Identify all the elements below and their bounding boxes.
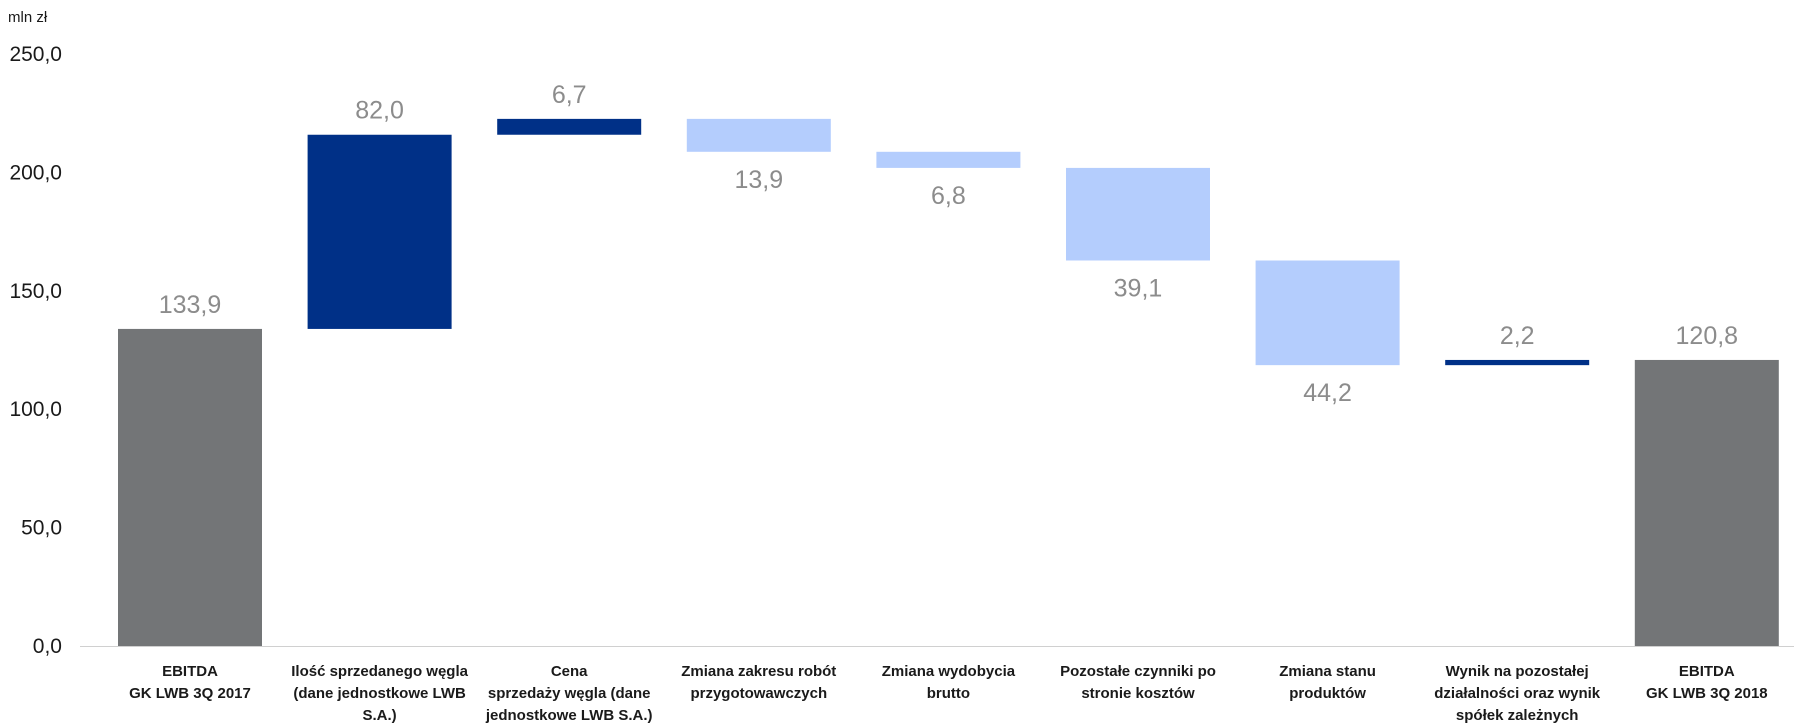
category-label-line: Pozostałe czynniki po [1060,663,1216,680]
category-label-line: produktów [1289,685,1366,702]
category-label-line: sprzedaży węgla (dane [488,685,651,702]
category-label: Pozostałe czynniki po stronie kosztów [1060,663,1216,702]
category-label: EBITDA GK LWB 3Q 2018 [1646,663,1768,702]
category-label: Zmiana stanu produktów [1279,663,1376,702]
y-tick-label: 200,0 [9,161,62,184]
category-label: Zmiana wydobycia brutto [882,663,1016,702]
category-label: Cena sprzedaży węgla (dane jednostkowe LWB… [485,663,653,724]
category-label: Zmiana zakresu robót przygotowawczych [681,663,836,702]
bar-value-label: 13,9 [734,166,783,194]
y-tick-label: 0,0 [33,635,62,658]
y-tick-label: 150,0 [9,280,62,303]
bar-increase [307,134,452,329]
category-label-line: Wynik na pozostałej [1446,663,1589,680]
bar-value-label: 120,8 [1676,322,1739,350]
category-label-line: Cena [551,663,588,680]
bar-increase [497,118,642,135]
category-label: EBITDA GK LWB 3Q 2017 [129,663,251,702]
y-tick-label: 100,0 [9,398,62,421]
category-label-line: S.A.) [363,707,397,724]
y-tick-label: 250,0 [9,43,62,66]
bar-decrease [1255,260,1400,366]
category-label-line: Zmiana stanu [1279,663,1376,680]
category-label-line: spółek zależnych [1456,707,1579,724]
bar-total [1634,359,1779,646]
bar-decrease [686,118,831,152]
bar-decrease [1066,167,1210,261]
bar-value-label: 39,1 [1114,274,1163,302]
category-label-line: EBITDA [1679,663,1735,680]
bar-value-label: 44,2 [1303,379,1352,407]
y-tick-label: 50,0 [21,517,62,540]
bar-increase [1445,359,1590,366]
category-label-line: jednostkowe LWB S.A.) [485,707,653,724]
x-axis: EBITDA GK LWB 3Q 2017 Ilość sprzedanego wę… [80,646,1794,724]
category-label-line: brutto [927,685,970,702]
category-label-line: GK LWB 3Q 2017 [129,685,251,702]
category-label: Wynik na pozostałej działalności oraz wyn… [1434,663,1601,724]
y-axis: 0,0 50,0 100,0 150,0 200,0 250,0 [9,43,62,658]
bar-value-label: 2,2 [1500,322,1535,350]
category-label-line: EBITDA [162,663,218,680]
category-label-line: przygotowawczych [690,685,827,702]
category-label: Ilość sprzedanego węgla (dane jednostkowe… [291,663,468,724]
bar-value-label: 133,9 [159,291,222,319]
category-label-line: Ilość sprzedanego węgla [291,663,468,680]
bar-value-label: 6,7 [552,81,587,109]
category-label-line: Zmiana zakresu robót [681,663,836,680]
category-label-line: stronie kosztów [1081,685,1195,702]
category-label-line: GK LWB 3Q 2018 [1646,685,1768,702]
unit-label: mln zł [8,9,48,26]
category-label-line: (dane jednostkowe LWB [293,685,466,702]
value-labels: 133,9 82,0 6,7 13,9 6,8 39,1 44,2 2,2 120,8 [159,81,1738,407]
bar-value-label: 6,8 [931,182,966,210]
bar-total [118,328,262,646]
bar-decrease [876,151,1021,168]
bars [118,118,1779,646]
category-label-line: działalności oraz wynik [1434,685,1601,702]
bar-value-label: 82,0 [355,97,404,125]
category-label-line: Zmiana wydobycia [882,663,1016,680]
